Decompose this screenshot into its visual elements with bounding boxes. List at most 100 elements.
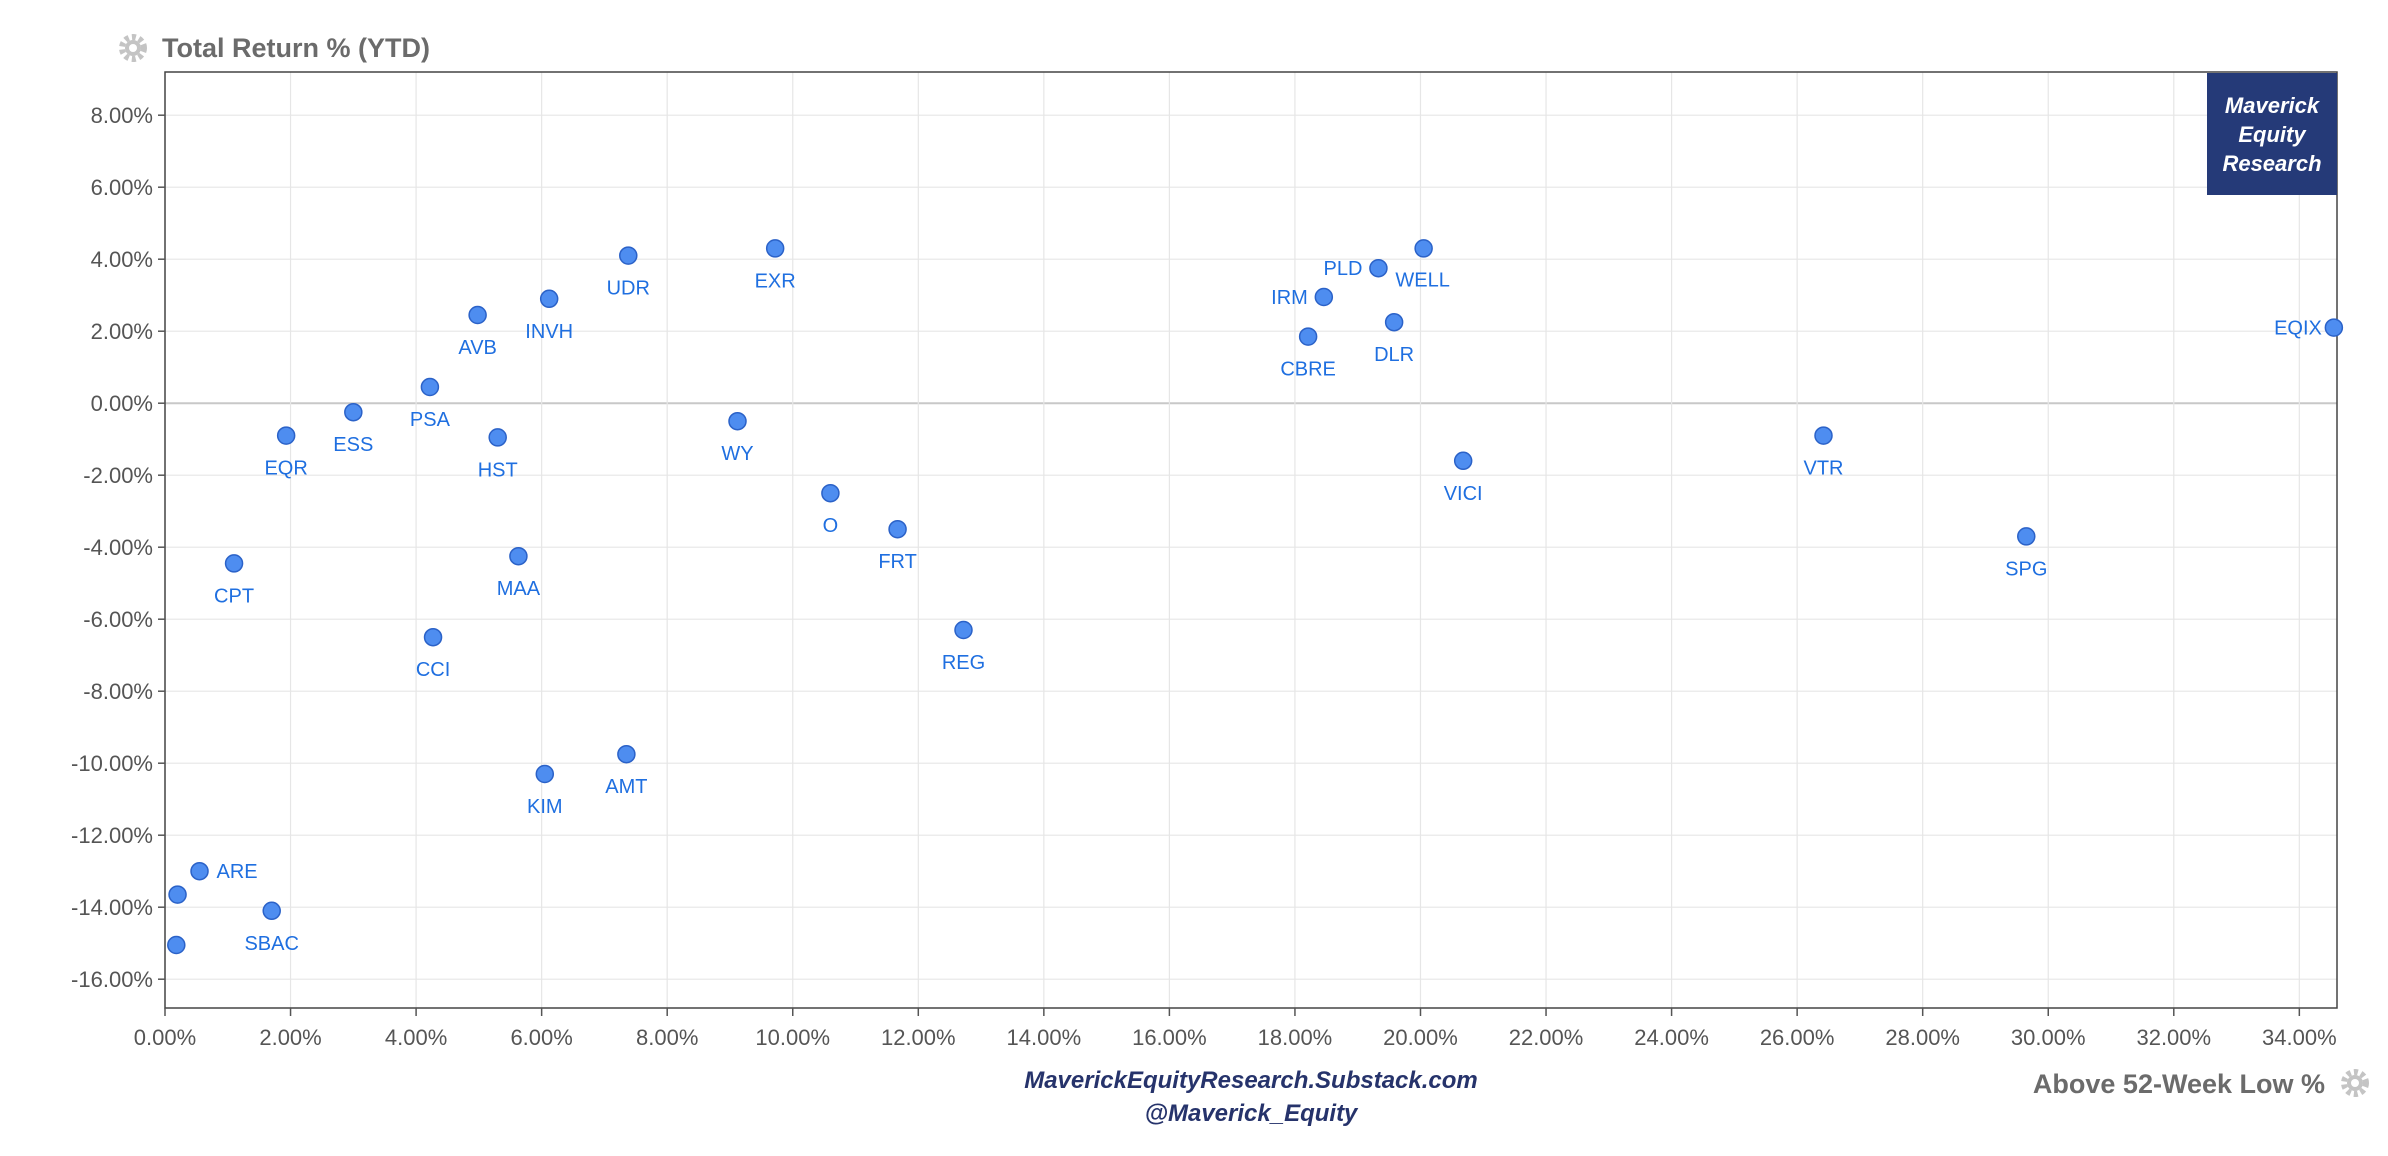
y-tick-label: 6.00% bbox=[91, 175, 153, 200]
data-point[interactable] bbox=[2324, 318, 2344, 337]
point-label: SBAC bbox=[244, 933, 298, 955]
x-tick-label: 4.00% bbox=[385, 1025, 447, 1050]
data-point[interactable] bbox=[535, 764, 555, 784]
point-label: DLR bbox=[1374, 344, 1414, 366]
data-point[interactable] bbox=[190, 861, 209, 881]
x-tick-label: 32.00% bbox=[2136, 1025, 2211, 1050]
chart-grid bbox=[164, 72, 2337, 1008]
x-tick-label: 8.00% bbox=[636, 1025, 698, 1050]
point-label: ARE bbox=[217, 861, 258, 883]
data-point[interactable] bbox=[224, 554, 244, 573]
y-axis-title: Total Return % (YTD) bbox=[162, 33, 430, 63]
data-point[interactable] bbox=[1384, 312, 1404, 332]
point-label: UDR bbox=[607, 278, 650, 300]
x-tick-label: 12.00% bbox=[881, 1025, 956, 1050]
data-point[interactable] bbox=[619, 246, 638, 265]
x-tick-label: 14.00% bbox=[1007, 1025, 1082, 1050]
y-tick-label: 2.00% bbox=[91, 319, 153, 344]
x-tick-label: 34.00% bbox=[2262, 1025, 2337, 1050]
footer-website: MaverickEquityResearch.Substack.com bbox=[1024, 1067, 1478, 1094]
data-point[interactable] bbox=[262, 901, 281, 921]
data-point[interactable] bbox=[539, 289, 559, 309]
point-label: REG bbox=[942, 652, 985, 674]
x-tick-label: 10.00% bbox=[755, 1025, 830, 1050]
y-tick-label: -16.00% bbox=[71, 967, 153, 992]
brand-line-2: Equity bbox=[2238, 122, 2307, 147]
point-label: VTR bbox=[1804, 458, 1844, 480]
point-label: INVH bbox=[525, 321, 573, 343]
brand-line-1: Maverick bbox=[2225, 93, 2321, 118]
point-label: AMT bbox=[605, 776, 647, 798]
y-tick-label: -2.00% bbox=[83, 463, 153, 488]
data-point[interactable] bbox=[276, 426, 296, 445]
data-point[interactable] bbox=[1453, 451, 1473, 471]
x-tick-label: 28.00% bbox=[1885, 1025, 1960, 1050]
point-label: WELL bbox=[1395, 269, 1449, 291]
gear-icon[interactable] bbox=[119, 34, 147, 62]
point-label: EQIX bbox=[2274, 318, 2322, 340]
point-label: SPG bbox=[2005, 558, 2047, 580]
y-tick-label: -6.00% bbox=[83, 607, 153, 632]
data-point[interactable] bbox=[509, 546, 528, 566]
x-tick-label: 2.00% bbox=[259, 1025, 321, 1050]
data-point[interactable] bbox=[888, 519, 907, 539]
point-label: WY bbox=[721, 443, 753, 465]
data-point[interactable] bbox=[617, 744, 636, 764]
x-tick-label: 6.00% bbox=[510, 1025, 572, 1050]
data-point[interactable] bbox=[765, 239, 785, 258]
gear-icon[interactable] bbox=[2341, 1069, 2369, 1097]
y-tick-label: 8.00% bbox=[91, 103, 153, 128]
x-axis-title: Above 52-Week Low % bbox=[2033, 1069, 2325, 1099]
brand-badge-background bbox=[2207, 73, 2337, 195]
data-point[interactable] bbox=[1414, 239, 1433, 258]
data-point[interactable] bbox=[1298, 327, 1318, 346]
x-tick-label: 24.00% bbox=[1634, 1025, 1709, 1050]
x-tick-label: 22.00% bbox=[1509, 1025, 1584, 1050]
brand-badge: Maverick Equity Research bbox=[2207, 73, 2337, 195]
point-label: MAA bbox=[497, 578, 541, 600]
footer-handle: @Maverick_Equity bbox=[1145, 1100, 1359, 1127]
data-point[interactable] bbox=[423, 627, 443, 647]
point-label: ESS bbox=[333, 434, 373, 456]
x-axis-ticks: 0.00% 2.00% 4.00% 6.00% 8.00% 10.00% 12.00% 14.… bbox=[134, 1008, 2337, 1050]
y-tick-label: 4.00% bbox=[91, 247, 153, 272]
point-label: CBRE bbox=[1280, 359, 1336, 381]
x-tick-label: 16.00% bbox=[1132, 1025, 1207, 1050]
point-label: HST bbox=[478, 459, 518, 481]
y-tick-label: -10.00% bbox=[71, 751, 153, 776]
y-tick-label: -12.00% bbox=[71, 823, 153, 848]
data-points: EQIX SPG VTR VICI WELL DLR PLD IRM CBRE REG FRT O EX… bbox=[167, 239, 2344, 955]
point-label: AVB bbox=[458, 337, 497, 359]
point-label: EQR bbox=[264, 458, 307, 480]
point-label: CCI bbox=[416, 659, 450, 681]
data-point[interactable] bbox=[468, 305, 487, 325]
data-point[interactable] bbox=[2017, 527, 2036, 546]
data-point[interactable] bbox=[1314, 287, 1334, 307]
data-point[interactable] bbox=[954, 620, 973, 640]
point-label: FRT bbox=[878, 551, 917, 573]
data-point[interactable] bbox=[821, 483, 840, 503]
y-axis-ticks: 8.00% 6.00% 4.00% 2.00% 0.00% -2.00% -4.00% -6.… bbox=[71, 103, 165, 992]
data-point[interactable] bbox=[1369, 258, 1388, 278]
x-tick-label: 20.00% bbox=[1383, 1025, 1458, 1050]
brand-line-3: Research bbox=[2222, 151, 2321, 176]
x-tick-label: 18.00% bbox=[1258, 1025, 1333, 1050]
x-tick-label: 0.00% bbox=[134, 1025, 196, 1050]
data-point[interactable] bbox=[344, 402, 363, 422]
point-label: PSA bbox=[410, 409, 451, 431]
data-point[interactable] bbox=[167, 935, 186, 955]
point-label: IRM bbox=[1271, 287, 1308, 309]
data-point[interactable] bbox=[420, 377, 440, 397]
data-point[interactable] bbox=[728, 411, 747, 431]
point-label: CPT bbox=[214, 585, 254, 607]
point-label: KIM bbox=[527, 796, 563, 818]
point-label: VICI bbox=[1444, 483, 1483, 505]
data-point[interactable] bbox=[488, 428, 507, 447]
data-point[interactable] bbox=[168, 885, 187, 904]
point-label: EXR bbox=[755, 270, 796, 292]
y-tick-label: -4.00% bbox=[83, 535, 153, 560]
y-tick-label: -14.00% bbox=[71, 895, 153, 920]
x-tick-label: 30.00% bbox=[2011, 1025, 2086, 1050]
data-point[interactable] bbox=[1814, 426, 1833, 445]
